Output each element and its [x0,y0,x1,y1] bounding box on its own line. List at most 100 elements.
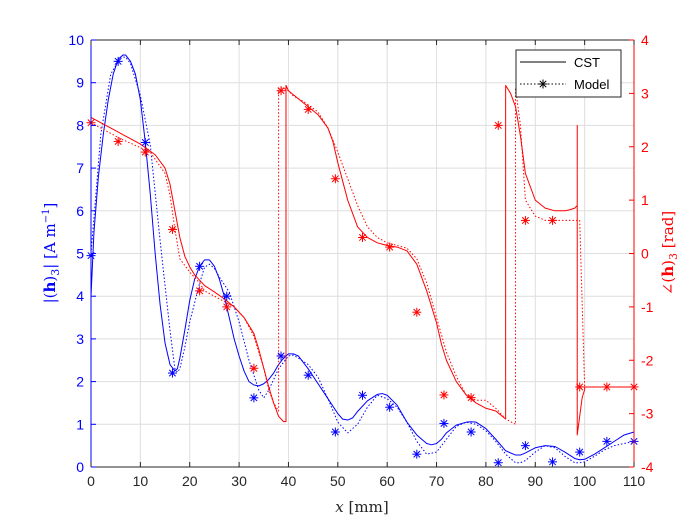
left-y-tick-label: 4 [76,288,84,304]
marker-stroke [141,148,149,156]
right-y-tick-label: 1 [641,192,649,208]
model-phase-line [90,87,634,425]
series-layer [90,54,635,464]
model-magnitude-marker [520,441,530,451]
right-y-tick-label: 4 [641,32,649,48]
marker-stroke [521,216,529,224]
legend: CST Model [515,49,622,98]
x-tick-label: 110 [623,473,646,489]
left-y-tick-label: 3 [76,331,84,347]
marker-stroke [196,262,204,270]
legend-box [515,49,622,98]
marker-stroke [413,450,421,458]
model-magnitude-marker [276,351,286,361]
right-y-tick-label: -1 [641,299,654,315]
model-magnitude-marker [548,457,558,467]
right-y-tick-label: -4 [641,459,654,475]
left-y-tick-label: 1 [76,416,84,432]
marker-stroke [114,57,122,65]
marker-stroke [277,87,285,95]
marker-stroke [196,287,204,295]
marker-stroke [467,394,475,402]
marker-stroke [304,105,312,113]
legend-model-label: Model [574,77,610,92]
x-tick-label: 50 [330,473,346,489]
model-phase-marker [385,242,395,252]
model-magnitude-marker [303,370,313,380]
x-tick-label: 70 [429,473,445,489]
model-phase-marker [358,232,367,242]
model-magnitude-marker [140,137,150,147]
model-phase-marker [466,393,476,403]
legend-cst-label: CST [574,55,600,70]
model-magnitude-marker [195,261,205,271]
model-phase-marker [303,104,313,114]
right-y-axis-label: ∠(h)3 [rad] [659,211,680,295]
model-phase-marker [276,86,286,96]
marker-stroke [223,303,231,311]
marker-stroke [440,419,448,428]
right-y-tick-label: 3 [641,85,649,101]
model-phase-marker [575,382,585,392]
left-y-tick-label: 0 [76,459,84,475]
x-tick-label: 80 [478,473,494,489]
model-phase-marker [249,363,259,373]
left-y-tick-label: 7 [76,160,84,176]
marker-stroke [358,233,367,242]
left-y-tick-label: 8 [76,117,84,133]
model-phase-marker [602,382,612,392]
x-tick-label: 60 [379,473,395,489]
marker-stroke [250,394,258,402]
marker-stroke [386,403,394,411]
model-phase-marker [195,286,205,296]
model-phase-marker [412,307,422,317]
x-tick-label: 100 [573,473,597,489]
model-phase-marker [330,174,340,184]
model-phase-marker [493,120,503,130]
model-magnitude-marker [385,402,395,412]
marker-stroke [603,437,611,445]
marker-stroke [168,225,177,234]
marker-stroke [467,428,475,436]
left-y-tick-label: 2 [76,374,84,390]
marker-stroke [358,391,367,399]
left-y-tick-label: 6 [76,203,84,219]
model-phase-marker [439,390,449,400]
model-magnitude-line [90,56,635,464]
marker-stroke [576,383,584,391]
left-y-tick-label: 5 [76,246,84,262]
right-y-tick-label: -3 [641,406,654,422]
model-magnitude-marker [493,458,503,468]
marker-stroke [548,216,557,224]
marker-stroke [386,243,394,251]
left-y-tick-label: 9 [76,75,84,91]
model-phase-marker [140,147,150,157]
cst-magnitude-line [90,54,635,461]
model-phase-marker [520,215,530,225]
model-magnitude-marker [439,418,449,428]
left-y-axis-label: |(h)3| [A m−1] [41,203,62,304]
marker-stroke [114,137,122,145]
marker-layer [86,56,639,468]
marker-stroke [413,308,421,316]
marker-stroke [331,428,339,436]
x-tick-label: 20 [182,473,198,489]
x-tick-label: 90 [527,473,543,489]
x-tick-label: 40 [281,473,297,489]
right-y-tick-label: 2 [641,139,649,155]
model-magnitude-marker [167,368,177,378]
axes: 0 10 20 30 40 50 60 70 80 90 100 110012345678910-4-… [68,32,653,489]
model-magnitude-marker [222,291,232,301]
marker-stroke [250,364,258,372]
marker-stroke [494,121,502,129]
left-y-tick-label: 10 [68,32,84,48]
x-tick-label: 30 [231,473,247,489]
marker-stroke [440,391,448,399]
x-tick-label: 10 [133,473,149,489]
marker-stroke [603,383,611,391]
model-magnitude-marker [412,449,422,459]
model-phase-marker [113,136,123,146]
legend-model-marker [538,79,548,89]
marker-stroke [141,138,149,147]
marker-stroke [576,448,584,456]
